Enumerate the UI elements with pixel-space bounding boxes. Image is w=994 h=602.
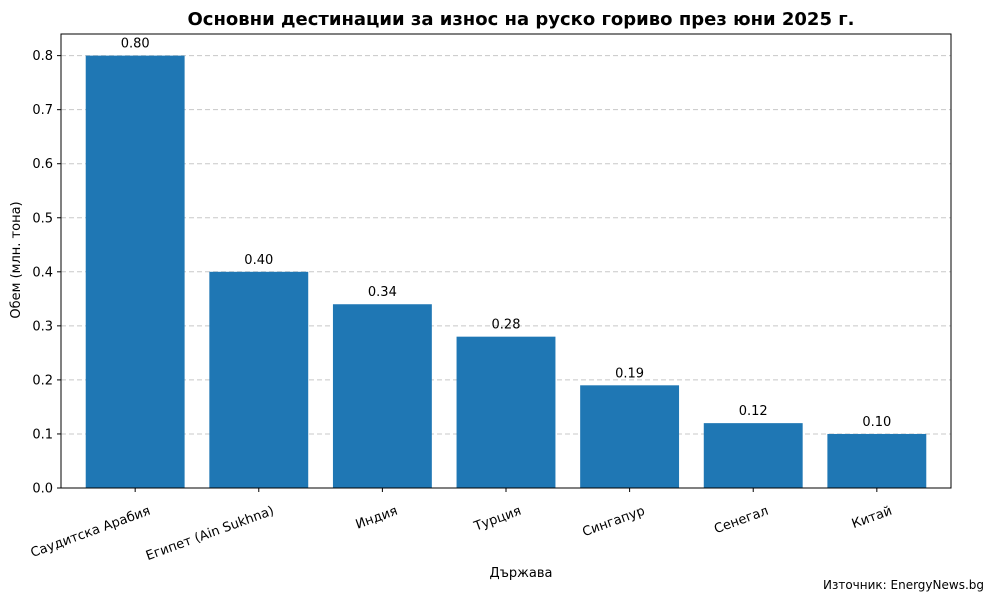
source-note: Източник: EnergyNews.bg bbox=[823, 578, 984, 592]
y-tick-label: 0.6 bbox=[32, 157, 53, 172]
data-label: 0.19 bbox=[615, 366, 644, 381]
x-tick-label: Сенегал bbox=[712, 504, 770, 537]
bar bbox=[580, 385, 680, 488]
data-labels: 0.80 0.40 0.34 0.28 0.19 0.12 0.10 bbox=[121, 37, 892, 430]
data-label: 0.10 bbox=[862, 415, 891, 430]
bars bbox=[85, 55, 927, 488]
y-axis-ticks: 0.0 0.1 0.2 0.3 0.4 0.5 0.6 0.7 0.8 bbox=[32, 49, 61, 497]
x-tick-label: Египет (Ain Sukhna) bbox=[144, 504, 276, 564]
x-tick-label: Сингапур bbox=[581, 504, 647, 540]
bar bbox=[209, 271, 309, 488]
plot-frame bbox=[60, 33, 952, 489]
data-label: 0.12 bbox=[739, 404, 768, 419]
bar bbox=[85, 55, 185, 488]
chart-title: Основни дестинации за износ на руско гор… bbox=[188, 9, 855, 30]
y-tick-label: 0.2 bbox=[32, 373, 53, 388]
y-tick-label: 0.8 bbox=[32, 49, 53, 64]
bar bbox=[703, 423, 803, 488]
y-tick-label: 0.4 bbox=[32, 265, 53, 280]
y-tick-label: 0.5 bbox=[32, 211, 53, 226]
y-axis-label: Обем (млн. тона) bbox=[9, 201, 24, 318]
x-tick-label: Индия bbox=[354, 504, 400, 533]
x-tick-label: Турция bbox=[471, 504, 523, 535]
data-label: 0.40 bbox=[244, 253, 273, 268]
bar bbox=[456, 336, 556, 488]
bar bbox=[332, 304, 432, 488]
y-tick-label: 0.3 bbox=[32, 319, 53, 334]
y-tick-label: 0.1 bbox=[32, 427, 53, 442]
y-tick-label: 0.7 bbox=[32, 103, 53, 118]
data-label: 0.28 bbox=[492, 318, 521, 333]
x-tick-label: Китай bbox=[850, 504, 894, 532]
y-tick-label: 0.0 bbox=[32, 482, 53, 497]
bar bbox=[827, 433, 927, 488]
x-tick-label: Саудитска Арабия bbox=[29, 504, 153, 561]
data-label: 0.34 bbox=[368, 285, 397, 300]
data-label: 0.80 bbox=[121, 37, 150, 52]
x-axis-label: Държава bbox=[490, 566, 553, 581]
